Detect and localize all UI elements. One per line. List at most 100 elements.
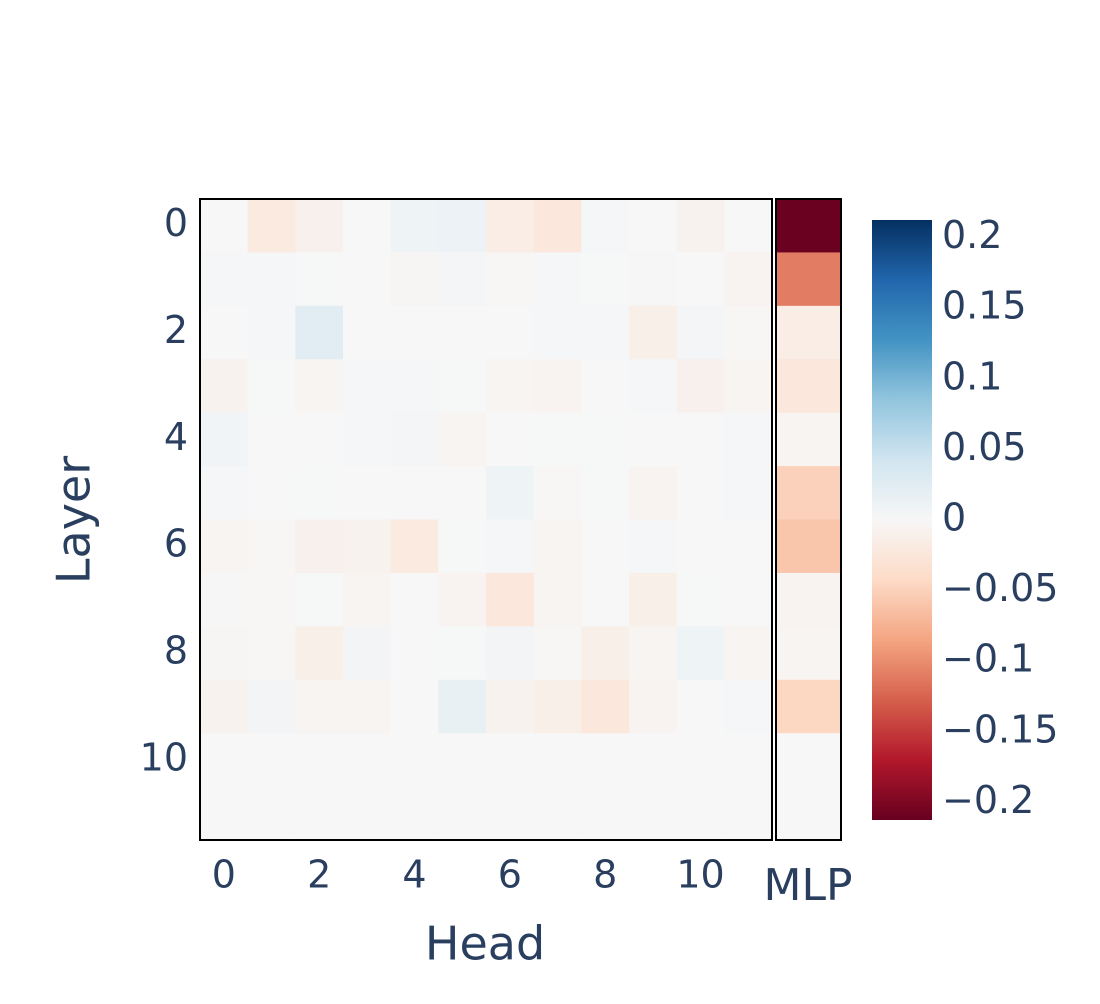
heatmap-cell — [724, 252, 773, 307]
heatmap-cell — [247, 572, 296, 627]
heatmap-cell — [724, 572, 773, 627]
heatmap-cell — [676, 572, 725, 627]
heatmap-frame — [199, 198, 773, 841]
heatmap-cell — [533, 305, 582, 360]
heatmap-cell — [200, 786, 249, 841]
heatmap-cell — [676, 733, 725, 788]
heatmap-cell — [629, 519, 678, 574]
heatmap-cell — [438, 359, 487, 414]
heatmap-cell — [390, 679, 439, 734]
y-tick-label: 2 — [164, 308, 188, 352]
heatmap-cell — [533, 786, 582, 841]
heatmap-cell — [533, 626, 582, 681]
heatmap-cell — [438, 519, 487, 574]
heatmap-cell — [390, 519, 439, 574]
heatmap-cell — [343, 626, 392, 681]
heatmap-cell — [486, 466, 535, 520]
heatmap-cell — [247, 252, 296, 307]
heatmap-cell — [200, 572, 249, 627]
heatmap-cell — [295, 626, 344, 681]
heatmap-cell — [438, 679, 487, 734]
heatmap-cell — [676, 679, 725, 734]
heatmap-cell — [629, 733, 678, 788]
heatmap-cell — [629, 199, 678, 253]
heatmap-cell — [581, 359, 630, 414]
heatmap-cell — [295, 305, 344, 360]
x-tick-label: 10 — [676, 853, 724, 897]
heatmap-cell — [390, 199, 439, 253]
heatmap-cell — [390, 626, 439, 681]
heatmap-cell — [724, 519, 773, 574]
heatmap-cell — [438, 412, 487, 467]
heatmap-cell — [724, 733, 773, 788]
heatmap-cell — [581, 199, 630, 253]
heatmap-cell — [724, 679, 773, 734]
heatmap-cell — [295, 252, 344, 307]
y-axis-label: Layer — [47, 456, 101, 584]
mlp-cell — [776, 679, 841, 734]
heatmap-cell — [343, 519, 392, 574]
heatmap-cell — [390, 466, 439, 520]
heatmap-cell — [343, 305, 392, 360]
mlp-cell — [776, 733, 841, 788]
heatmap-cell — [247, 199, 296, 253]
heatmap-cell — [247, 519, 296, 574]
heatmap-cell — [629, 252, 678, 307]
heatmap-cell — [486, 626, 535, 681]
heatmap-cell — [581, 626, 630, 681]
heatmap-cell — [200, 412, 249, 467]
colorbar-tick-label: 0.05 — [942, 425, 1027, 469]
y-tick-label: 8 — [164, 629, 188, 673]
heatmap-cell — [295, 572, 344, 627]
heatmap-cell — [724, 786, 773, 841]
heatmap-cell — [676, 786, 725, 841]
mlp-cell — [776, 466, 841, 520]
x-tick-label: 8 — [593, 853, 617, 897]
x-tick-label: 4 — [402, 853, 426, 897]
heatmap-cell — [533, 252, 582, 307]
colorbar-tick-label: 0 — [942, 496, 966, 540]
heatmap-cell — [247, 359, 296, 414]
mlp-cell — [776, 305, 841, 360]
heatmap-cell — [390, 359, 439, 414]
heatmap-cell — [438, 252, 487, 307]
heatmap-cell — [486, 679, 535, 734]
heatmap-cell — [200, 252, 249, 307]
heatmap-cell — [486, 572, 535, 627]
heatmap-cell — [200, 733, 249, 788]
heatmap-cell — [438, 626, 487, 681]
mlp-cell — [776, 626, 841, 681]
heatmap-cell — [200, 626, 249, 681]
heatmap-cell — [295, 412, 344, 467]
heatmap-cell — [295, 466, 344, 520]
mlp-cell — [776, 359, 841, 414]
heatmap-cell — [581, 466, 630, 520]
mlp-frame — [775, 198, 842, 841]
heatmap-cell — [295, 679, 344, 734]
heatmap-cell — [438, 466, 487, 520]
heatmap-cell — [581, 412, 630, 467]
heatmap-cell — [533, 733, 582, 788]
heatmap-cell — [676, 252, 725, 307]
heatmap-cell — [438, 199, 487, 253]
heatmap-cell — [438, 786, 487, 841]
heatmap-cell — [438, 305, 487, 360]
heatmap-cell — [676, 359, 725, 414]
heatmap-cell — [629, 412, 678, 467]
heatmap-cell — [247, 466, 296, 520]
heatmap-cell — [295, 199, 344, 253]
heatmap-cell — [343, 252, 392, 307]
heatmap-cell — [581, 519, 630, 574]
heatmap-cell — [295, 519, 344, 574]
heatmap-cell — [295, 733, 344, 788]
heatmap-cell — [438, 733, 487, 788]
heatmap-cell — [486, 733, 535, 788]
heatmap-cell — [343, 466, 392, 520]
heatmap-cell — [629, 786, 678, 841]
heatmap-cell — [295, 786, 344, 841]
x-tick-label: 6 — [498, 853, 522, 897]
heatmap-cell — [581, 679, 630, 734]
heatmap-cell — [295, 359, 344, 414]
heatmap-cell — [581, 252, 630, 307]
heatmap-cell — [247, 679, 296, 734]
